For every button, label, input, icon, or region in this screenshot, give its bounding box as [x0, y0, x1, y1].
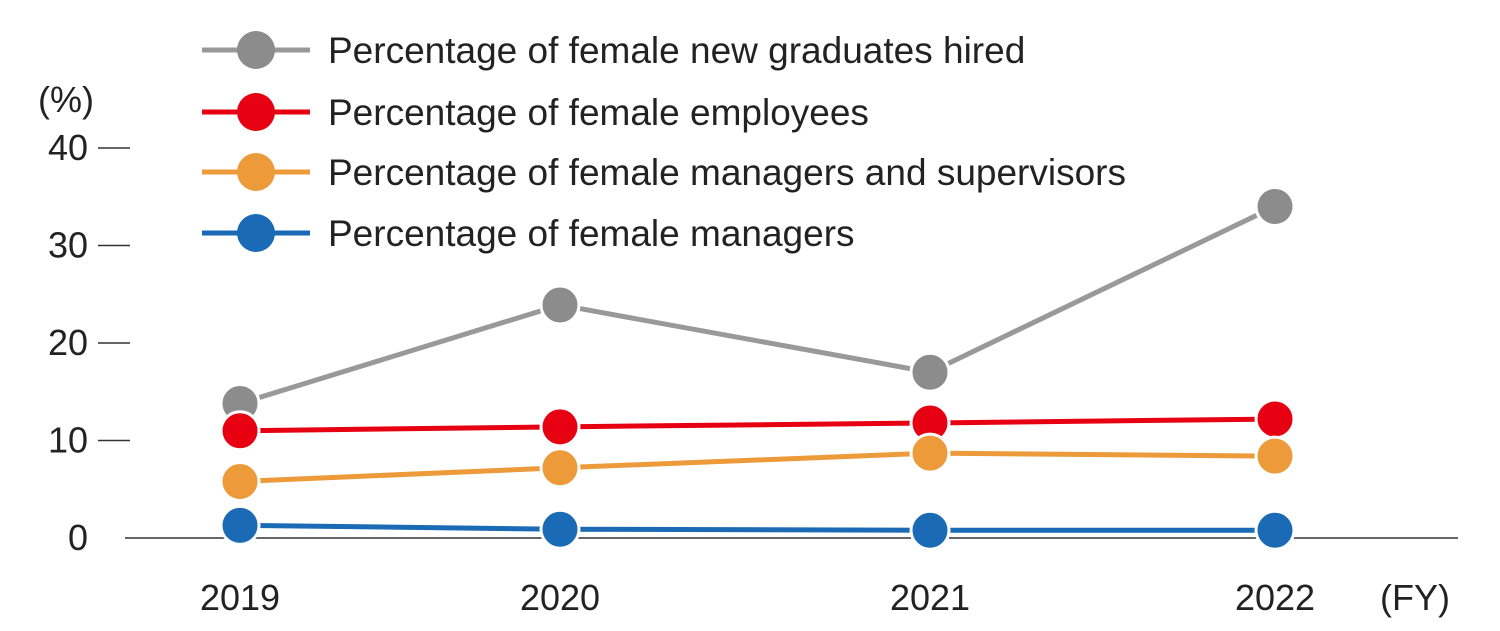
x-axis-label: (FY)	[1380, 577, 1450, 618]
y-tick-label: 40	[48, 127, 88, 168]
data-point	[219, 410, 261, 452]
series-3	[219, 432, 1296, 502]
legend-item: Percentage of female managers and superv…	[202, 152, 1126, 193]
y-axis: 0 10 20 30 40	[48, 127, 130, 558]
legend-label: Percentage of female new graduates hired	[328, 30, 1025, 71]
series-2	[219, 398, 1296, 452]
data-point	[539, 406, 581, 448]
data-point	[909, 509, 951, 551]
legend-item: Percentage of female managers	[202, 213, 855, 254]
data-point	[1254, 509, 1296, 551]
series-line	[239, 204, 1277, 406]
legend-marker	[237, 214, 275, 252]
y-axis-label: (%)	[38, 79, 94, 120]
legend-item: Percentage of female new graduates hired	[202, 30, 1025, 71]
plot-area	[219, 186, 1296, 551]
x-tick-label: 2022	[1235, 577, 1315, 618]
x-tick-label: 2019	[200, 577, 280, 618]
legend-marker	[237, 31, 275, 69]
data-point	[539, 508, 581, 550]
series-line	[239, 522, 1275, 533]
series-line	[239, 416, 1276, 434]
data-point	[909, 432, 951, 474]
data-point	[219, 504, 261, 546]
x-tick-label: 2021	[890, 577, 970, 618]
data-point	[909, 351, 951, 393]
legend-item: Percentage of female employees	[202, 92, 869, 133]
legend-label: Percentage of female employees	[328, 92, 869, 133]
legend-label: Percentage of female managers	[328, 213, 855, 254]
legend-marker	[237, 153, 275, 191]
data-point	[539, 447, 581, 489]
x-axis: 2019 2020 2021 2022	[200, 577, 1315, 618]
series-line	[239, 450, 1276, 484]
y-tick-label: 20	[48, 322, 88, 363]
x-tick-label: 2020	[520, 577, 600, 618]
y-tick-label: 30	[48, 225, 88, 266]
legend-marker	[237, 93, 275, 131]
legend: Percentage of female new graduates hired…	[202, 30, 1126, 254]
legend-label: Percentage of female managers and superv…	[328, 152, 1126, 193]
data-point	[1254, 435, 1296, 477]
data-point	[539, 284, 581, 326]
y-tick-label: 10	[48, 420, 88, 461]
data-point	[1254, 186, 1296, 227]
y-tick-label: 0	[68, 517, 88, 558]
data-point	[1254, 398, 1296, 440]
series-4	[219, 504, 1296, 551]
data-point	[219, 460, 261, 502]
